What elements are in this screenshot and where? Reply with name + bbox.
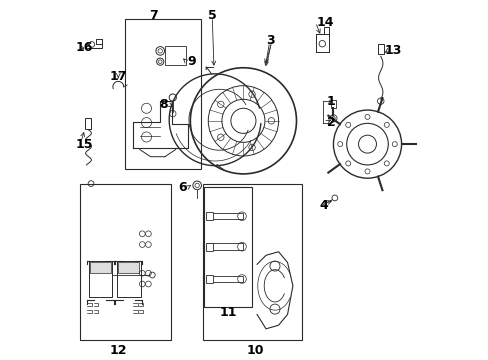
Text: 15: 15: [75, 138, 93, 150]
Text: 12: 12: [109, 344, 127, 357]
Bar: [88, 261, 112, 297]
Bar: [125, 19, 201, 169]
Text: 13: 13: [384, 44, 402, 57]
Bar: [206, 275, 212, 283]
Bar: [204, 187, 251, 307]
Text: 14: 14: [316, 16, 333, 29]
Text: 4: 4: [319, 199, 328, 212]
Bar: [89, 262, 110, 273]
Bar: [203, 184, 301, 339]
Bar: [118, 262, 139, 273]
Bar: [206, 243, 212, 251]
Text: 5: 5: [207, 9, 216, 22]
Text: 10: 10: [246, 344, 264, 357]
Text: 8: 8: [159, 98, 167, 111]
Bar: [164, 45, 186, 65]
Bar: [206, 212, 212, 220]
Bar: [206, 243, 242, 250]
Text: 1: 1: [326, 95, 335, 108]
Text: 11: 11: [219, 306, 237, 319]
Bar: [377, 44, 383, 54]
Bar: [85, 118, 91, 129]
Text: 17: 17: [109, 69, 127, 82]
Text: 16: 16: [75, 41, 92, 54]
Bar: [80, 184, 171, 339]
Bar: [330, 100, 335, 108]
Text: 6: 6: [178, 181, 187, 194]
Bar: [206, 276, 242, 282]
Text: 3: 3: [265, 33, 274, 47]
Text: 7: 7: [148, 9, 157, 22]
Text: 2: 2: [326, 116, 335, 129]
Text: 9: 9: [187, 55, 195, 68]
Bar: [206, 213, 242, 220]
Bar: [117, 261, 140, 297]
